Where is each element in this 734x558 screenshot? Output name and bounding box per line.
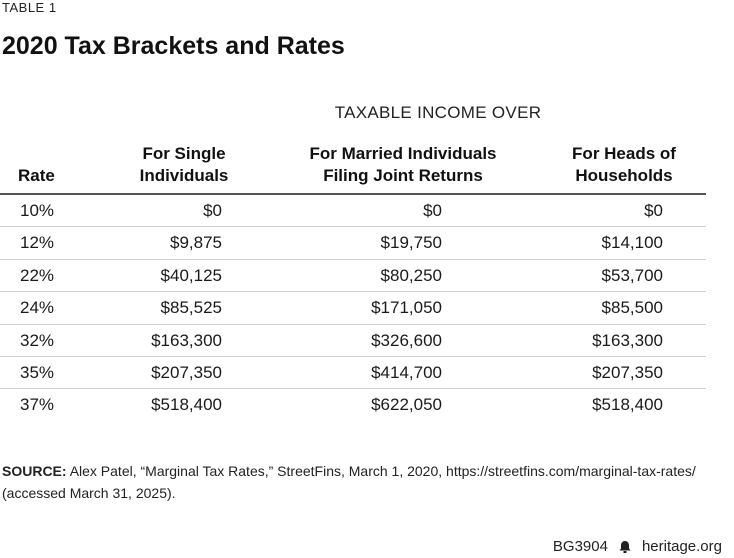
cell-married: $0 (423, 201, 442, 220)
table-row: 35% $207,350 $414,700 $207,350 (0, 357, 706, 390)
column-header-married-line1: For Married Individuals (309, 144, 497, 163)
cell-rate: 35% (20, 362, 55, 382)
cell-single: $85,525 (160, 298, 222, 318)
column-header-heads-line1: For Heads of (572, 144, 676, 163)
table-row: 22% $40,125 $80,250 $53,700 (0, 260, 706, 293)
cell-heads: $207,350 (592, 362, 663, 382)
group-header: TAXABLE INCOME OVER (334, 103, 542, 122)
cell-heads: $53,700 (601, 265, 663, 285)
cell-single: $0 (203, 201, 222, 220)
cell-married: $19,750 (380, 233, 442, 253)
table-label: TABLE 1 (2, 0, 57, 15)
cell-single: $518,400 (151, 395, 222, 415)
cell-heads: $14,100 (601, 233, 663, 253)
source-label: SOURCE: (2, 463, 67, 479)
column-header-single-line1: For Single (142, 144, 226, 163)
column-header-rate: Rate (18, 165, 55, 187)
table-row: 37% $518,400 $622,050 $518,400 (0, 389, 706, 420)
table-row: 12% $9,875 $19,750 $14,100 (0, 227, 706, 260)
column-header-heads-line2: Households (575, 166, 673, 185)
footer: BG3904 heritage.org (553, 538, 722, 555)
table-row: 32% $163,300 $326,600 $163,300 (0, 325, 706, 357)
cell-married: $326,600 (371, 330, 442, 350)
cell-rate: 12% (20, 233, 55, 253)
cell-heads: $85,500 (601, 298, 663, 318)
source-note: SOURCE: Alex Patel, “Marginal Tax Rates,… (2, 460, 727, 504)
cell-single: $40,125 (160, 265, 222, 285)
cell-rate: 10% (20, 201, 55, 220)
cell-rate: 32% (20, 330, 55, 350)
page-title: 2020 Tax Brackets and Rates (2, 32, 345, 60)
source-text: Alex Patel, “Marginal Tax Rates,” Street… (2, 463, 696, 501)
table-row: 10% $0 $0 $0 (0, 195, 706, 228)
cell-single: $163,300 (151, 330, 222, 350)
cell-married: $414,700 (371, 362, 442, 382)
cell-single: $9,875 (170, 233, 222, 253)
header-divider (0, 193, 706, 195)
table-body: 10% $0 $0 $0 12% $9,875 $19,750 $14,100 … (0, 195, 706, 421)
cell-married: $171,050 (371, 298, 442, 318)
cell-heads: $163,300 (592, 330, 663, 350)
footer-code: BG3904 (552, 538, 608, 555)
column-header-heads: For Heads of Households (555, 143, 693, 187)
bell-icon (618, 540, 632, 554)
cell-rate: 24% (20, 298, 55, 318)
table-row: 24% $85,525 $171,050 $85,500 (0, 292, 706, 325)
cell-married: $622,050 (371, 395, 442, 415)
column-header-rate-label: Rate (18, 166, 55, 185)
cell-heads: $518,400 (592, 395, 663, 415)
column-header-married-line2: Filing Joint Returns (323, 166, 483, 185)
cell-married: $80,250 (380, 265, 442, 285)
footer-site: heritage.org (641, 538, 722, 555)
cell-rate: 37% (20, 395, 55, 415)
column-header-single: For Single Individuals (120, 143, 248, 187)
cell-single: $207,350 (151, 362, 222, 382)
column-header-married: For Married Individuals Filing Joint Ret… (285, 143, 521, 187)
cell-rate: 22% (20, 265, 55, 285)
cell-heads: $0 (644, 201, 663, 220)
column-header-single-line2: Individuals (139, 166, 229, 185)
